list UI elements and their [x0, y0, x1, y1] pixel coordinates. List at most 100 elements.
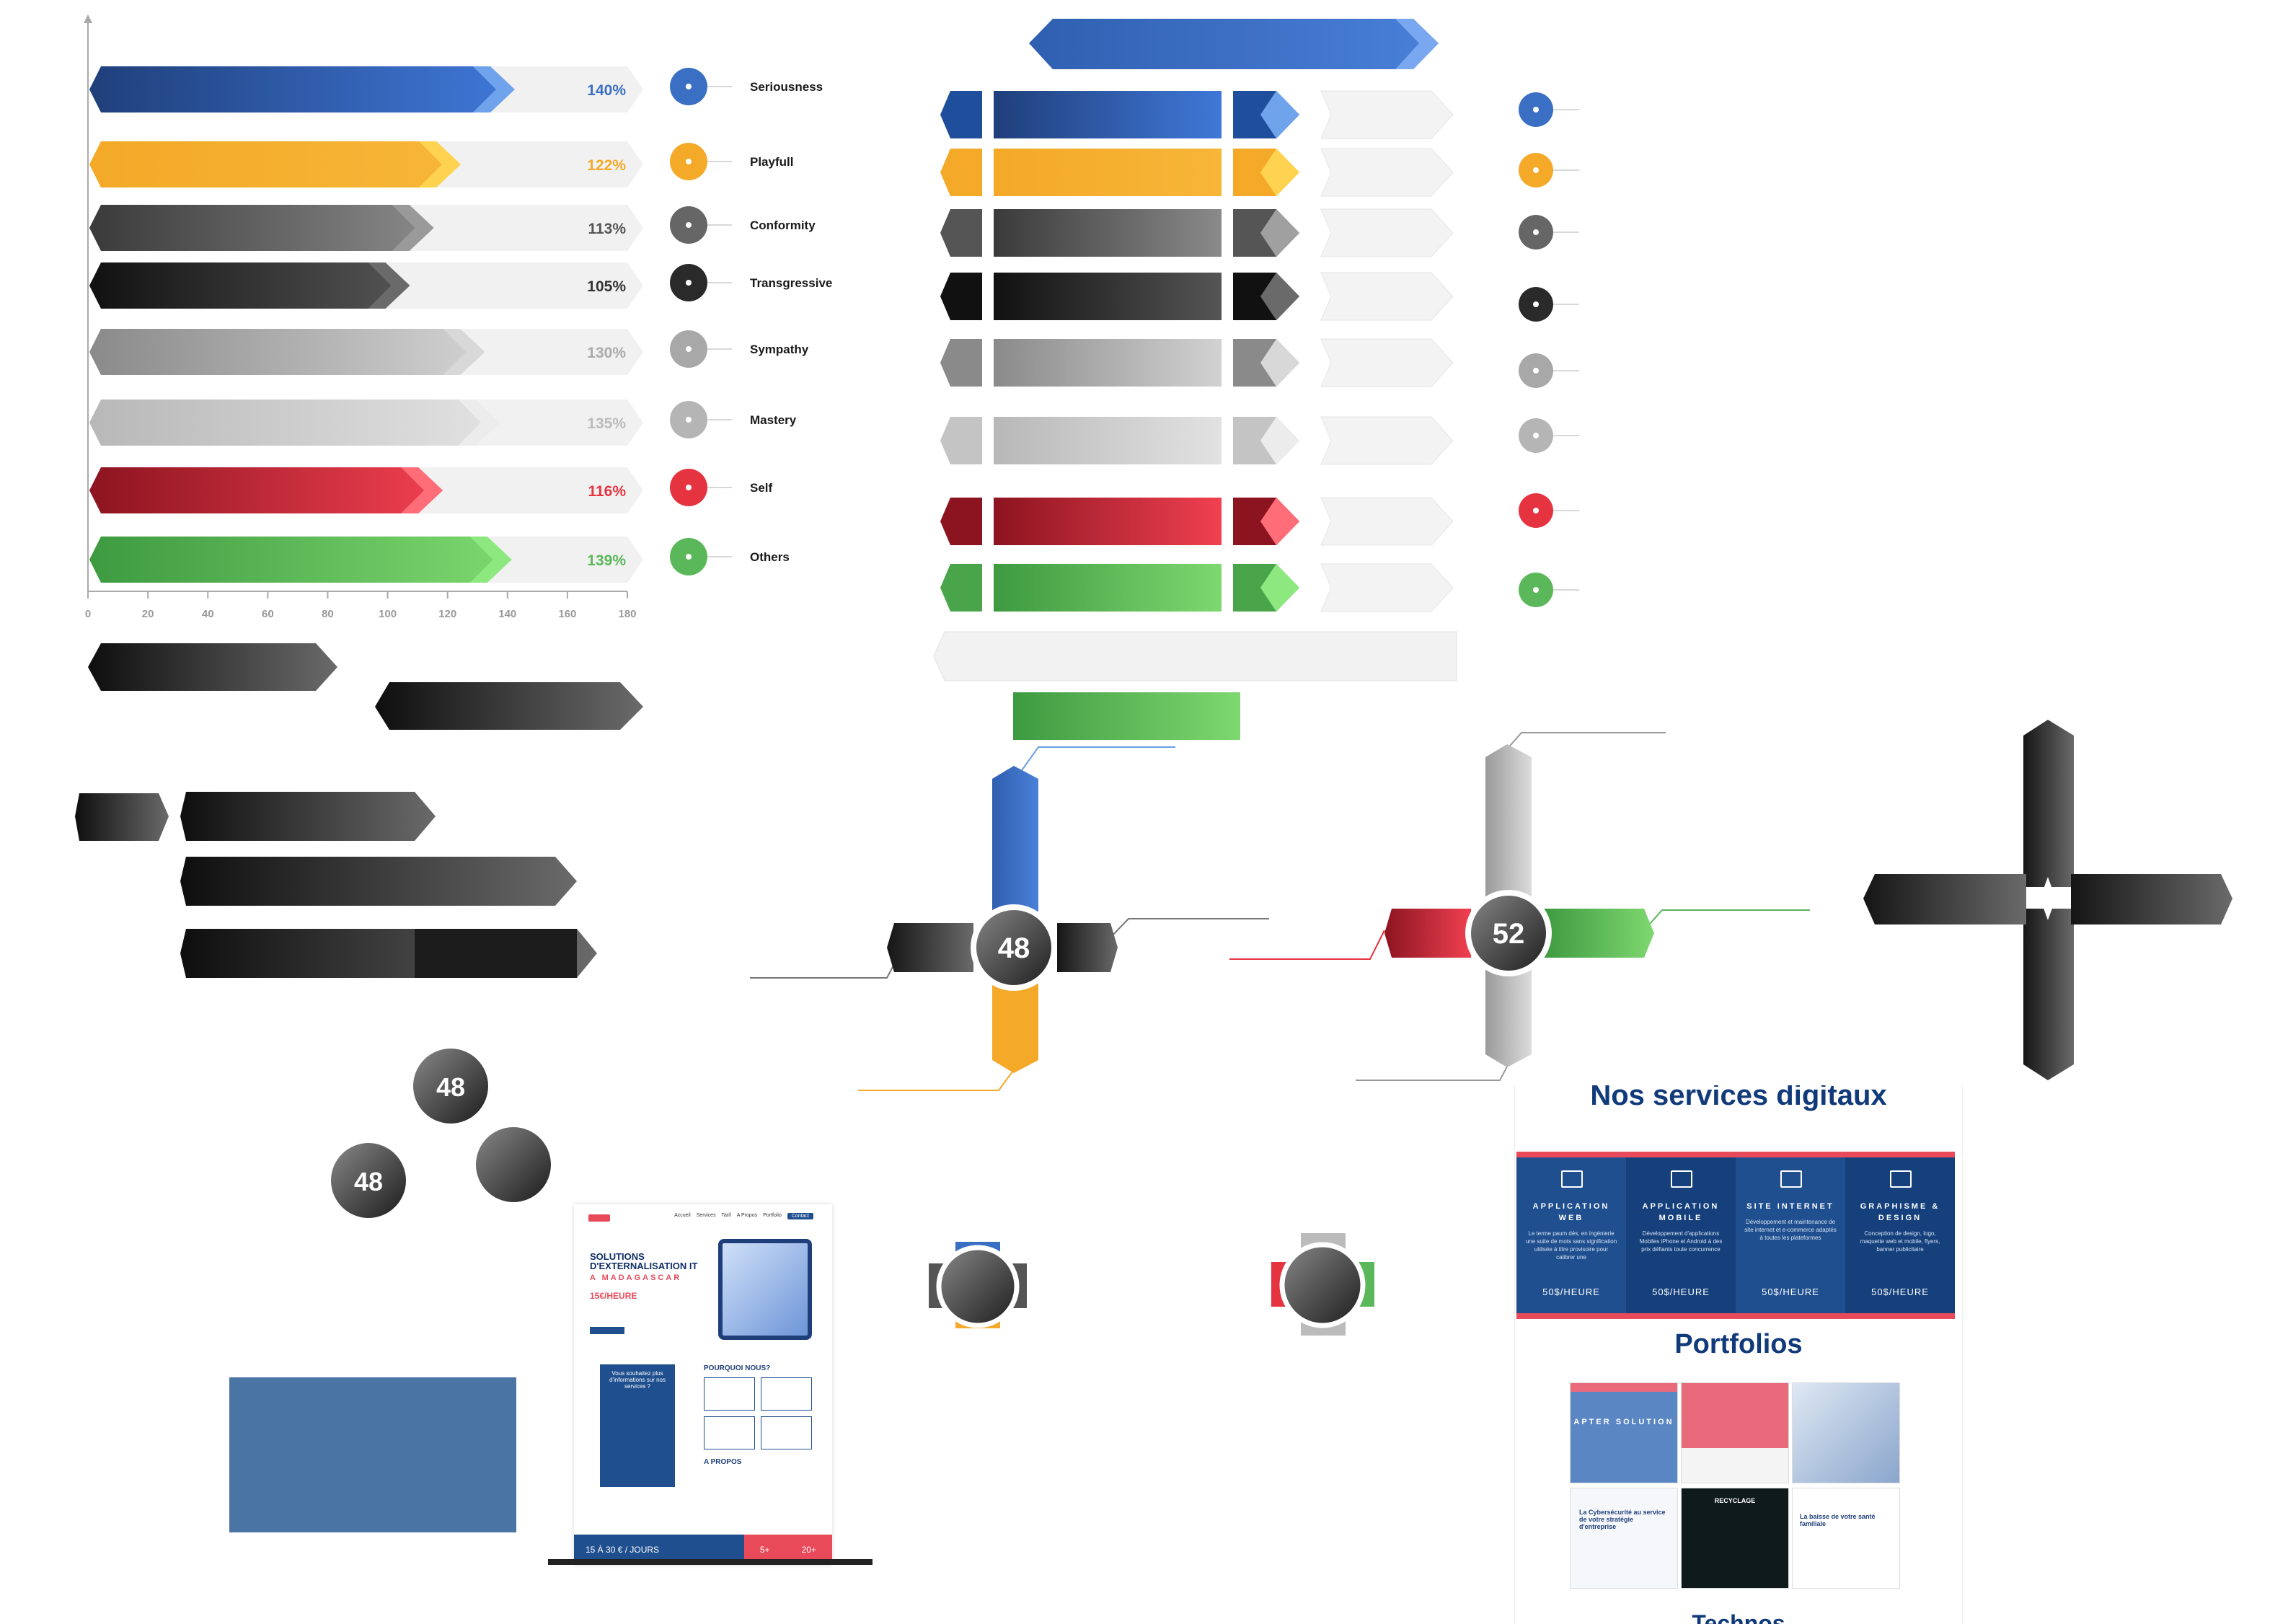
- value-label: 140%: [587, 82, 626, 99]
- hub2-number: 52: [1493, 918, 1525, 950]
- legend-dot-center: [686, 485, 692, 490]
- bar-conformity: [89, 205, 434, 251]
- legend-dot-center: [686, 159, 692, 164]
- hub2-connector-right: [1643, 909, 1810, 931]
- portfolio-card[interactable]: La Cybersécurité au service de votre str…: [1570, 1488, 1678, 1589]
- bar-transgressive: [89, 262, 410, 309]
- segment-middle: [994, 564, 1222, 612]
- segment-middle: [994, 498, 1222, 545]
- hub2-connector-top: [1499, 732, 1666, 758]
- service-card-title: APPLICATION MOBILE: [1642, 1202, 1720, 1222]
- landing-nav: Accueil Services Tarif A Propos Portfoli…: [674, 1213, 813, 1219]
- segment-empty: [1320, 148, 1454, 197]
- portfolio-card[interactable]: [1792, 1382, 1900, 1483]
- value-label: 139%: [587, 552, 626, 569]
- why-card: [704, 1416, 755, 1449]
- nav-item[interactable]: Services: [696, 1213, 716, 1218]
- portfolio-card[interactable]: La baisse de votre santé familiale: [1792, 1488, 1900, 1589]
- landing-cta-button[interactable]: [590, 1327, 624, 1334]
- portfolio-card[interactable]: RECYCLAGE: [1681, 1488, 1789, 1589]
- circle-48-bottom: [331, 1143, 406, 1218]
- segment-left: [940, 273, 982, 320]
- cross3-arm-right: [2071, 874, 2232, 924]
- legend-label: Seriousness: [750, 80, 823, 94]
- segment-left: [940, 498, 982, 545]
- footer-stat: 20+: [801, 1545, 816, 1555]
- value-label: 122%: [587, 157, 626, 174]
- segment-left: [940, 149, 982, 196]
- connector-line-right: [1110, 918, 1269, 938]
- nav-contact-button[interactable]: Contact: [787, 1213, 813, 1219]
- x-tick-label: 120: [438, 608, 456, 620]
- landing-subheadline: A MADAGASCAR: [590, 1274, 682, 1282]
- bar-others: [89, 537, 512, 583]
- portfolio-card[interactable]: APTER SOLUTION: [1570, 1382, 1678, 1483]
- nav-item[interactable]: Portfolio: [763, 1213, 782, 1218]
- legend-dot-center: [686, 84, 692, 89]
- hub2-circle: [1465, 890, 1552, 976]
- x-tick-label: 140: [498, 608, 516, 620]
- x-tick-label: 20: [142, 608, 154, 620]
- segment-left: [940, 417, 982, 464]
- legend-dot-center: [686, 417, 692, 423]
- segment-tip: [1260, 209, 1299, 257]
- bar-tip: [392, 205, 434, 251]
- legend-label: Playfull: [750, 155, 793, 169]
- x-axis: 0 20 40 60 80 100 120 140 160 180: [84, 14, 637, 620]
- taskbar-strip: [548, 1559, 873, 1565]
- segment-legend-dot-center: [1533, 107, 1539, 112]
- service-card-price: 50$/HEURE: [1871, 1287, 1929, 1297]
- value-label: 130%: [587, 345, 626, 361]
- segment-middle: [994, 209, 1222, 257]
- service-card-price: 50$/HEURE: [1652, 1287, 1710, 1297]
- service-card-title: APPLICATION WEB: [1532, 1202, 1610, 1222]
- cross3-arm-top: [2023, 720, 2074, 887]
- x-tick-label: 180: [618, 608, 636, 620]
- service-card-design[interactable]: GRAPHISME & DESIGN Conception de design,…: [1845, 1152, 1955, 1319]
- cross3-center-star: [2026, 877, 2070, 920]
- segmented-bars-components: [933, 19, 1579, 740]
- cross-hub-1: 48: [750, 746, 1269, 1091]
- service-card-desc: Développement d'applications Mobiles iPh…: [1639, 1230, 1723, 1253]
- segment-tip: [1260, 564, 1299, 612]
- technos-title: Technos: [1692, 1610, 1785, 1624]
- monitor-icon: [1561, 1170, 1583, 1188]
- bar-tip: [401, 467, 443, 513]
- segment-middle: [994, 149, 1222, 196]
- why-title: POURQUOI NOUS?: [704, 1364, 771, 1372]
- dark-block-small: [75, 793, 169, 841]
- nav-item[interactable]: Tarif: [721, 1213, 731, 1218]
- segment-empty: [1320, 272, 1454, 321]
- blue-rectangle: [229, 1377, 516, 1532]
- landing-page-mockup: Accueil Services Tarif A Propos Portfoli…: [574, 1204, 832, 1565]
- about-title: A PROPOS: [704, 1458, 742, 1466]
- connector-line-top: [1016, 746, 1175, 778]
- nav-item[interactable]: Accueil: [674, 1213, 691, 1218]
- landing-headline: SOLUTIONS D'EXTERNALISATION IT: [590, 1251, 698, 1271]
- globe-icon: [1780, 1170, 1802, 1188]
- segment-tip: [1260, 498, 1299, 545]
- landing-price: 15€/HEURE: [590, 1291, 637, 1301]
- service-card-web[interactable]: APPLICATION WEB Le terme paum dés, en in…: [1516, 1152, 1626, 1319]
- segment-tip: [1260, 273, 1299, 320]
- why-card: [761, 1377, 812, 1411]
- segment-tip: [1260, 339, 1299, 387]
- portfolio-card[interactable]: [1681, 1382, 1789, 1483]
- legend-dot-center: [686, 346, 692, 352]
- design-icon: [1890, 1170, 1912, 1188]
- service-card-price: 50$/HEURE: [1542, 1287, 1600, 1297]
- service-card-desc: Conception de design, logo, maquette web…: [1860, 1230, 1940, 1253]
- logo-icon: [588, 1214, 610, 1222]
- nav-item[interactable]: A Propos: [736, 1213, 758, 1218]
- segment-rows: [940, 90, 1579, 612]
- bar-tip: [472, 66, 515, 112]
- segment-middle: [994, 273, 1222, 320]
- service-card-mobile[interactable]: APPLICATION MOBILE Développement d'appli…: [1626, 1152, 1736, 1319]
- segment-left: [940, 564, 982, 612]
- x-tick-label: 100: [379, 608, 397, 620]
- legend-label: Conformity: [750, 219, 816, 232]
- bar-tip: [469, 537, 512, 583]
- connector-line-bottom: [858, 1065, 1017, 1091]
- portfolio-title: Portfolios: [1674, 1329, 1803, 1359]
- service-card-site[interactable]: SITE INTERNET Développement et maintenan…: [1736, 1152, 1845, 1319]
